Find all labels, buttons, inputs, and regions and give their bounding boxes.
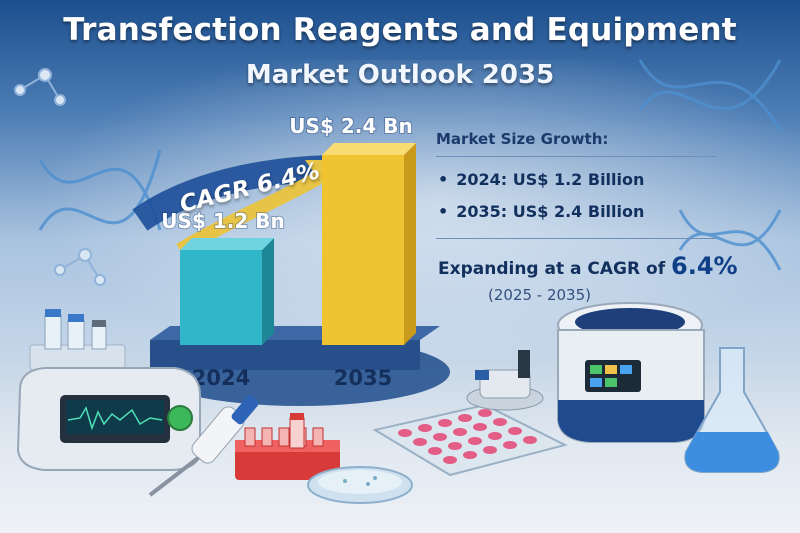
list-item-2035: • 2035: US$ 2.4 Billion (438, 202, 644, 221)
value-label-2024: US$ 1.2 Bn (161, 209, 284, 233)
bar-side-2024 (262, 238, 274, 345)
panel-divider-top (436, 156, 716, 157)
electroporation-device-icon (16, 367, 201, 471)
category-label-2024: 2024 (192, 366, 250, 390)
forecast-period: (2025 - 2035) (488, 286, 592, 304)
bar-top-2024 (180, 238, 274, 250)
bar-side-2035 (404, 143, 416, 345)
cagr-statement: Expanding at a CAGR of 6.4% (438, 252, 738, 280)
page-subtitle: Market Outlook 2035 (245, 60, 555, 90)
incubator-icon (557, 302, 705, 443)
flask-icon (684, 347, 780, 473)
list-item-2024: • 2024: US$ 1.2 Billion (438, 170, 644, 189)
bullet-icon: • (438, 202, 449, 221)
bar-2035 (322, 155, 404, 345)
list-item-label: 2024: US$ 1.2 Billion (456, 170, 645, 189)
petri-dish-icon (307, 466, 413, 504)
cagr-prefix: Expanding at a CAGR of (438, 259, 666, 279)
bar-top-2035 (322, 143, 416, 155)
category-label-2035: 2035 (334, 366, 392, 390)
molecule-icon (14, 68, 106, 286)
bar-2024 (180, 250, 262, 345)
tube-rack-icon (235, 413, 340, 480)
value-label-2035: US$ 2.4 Bn (289, 114, 412, 138)
panel-divider-bottom (436, 238, 716, 239)
vials-icon (29, 309, 126, 371)
growth-swoosh (132, 155, 331, 231)
bullet-icon: • (438, 170, 449, 189)
pipette-icon (148, 395, 259, 497)
dna-helix-icon (38, 59, 782, 271)
shaker-device-icon (466, 350, 544, 411)
page-title: Transfection Reagents and Equipment (63, 12, 737, 48)
list-item-label: 2035: US$ 2.4 Billion (456, 202, 645, 221)
market-size-panel: Market Size Growth: • 2024: US$ 1.2 Billi… (430, 118, 738, 318)
well-plate-icon (372, 403, 568, 477)
cagr-value: 6.4% (671, 252, 738, 280)
panel-heading: Market Size Growth: (436, 130, 609, 148)
